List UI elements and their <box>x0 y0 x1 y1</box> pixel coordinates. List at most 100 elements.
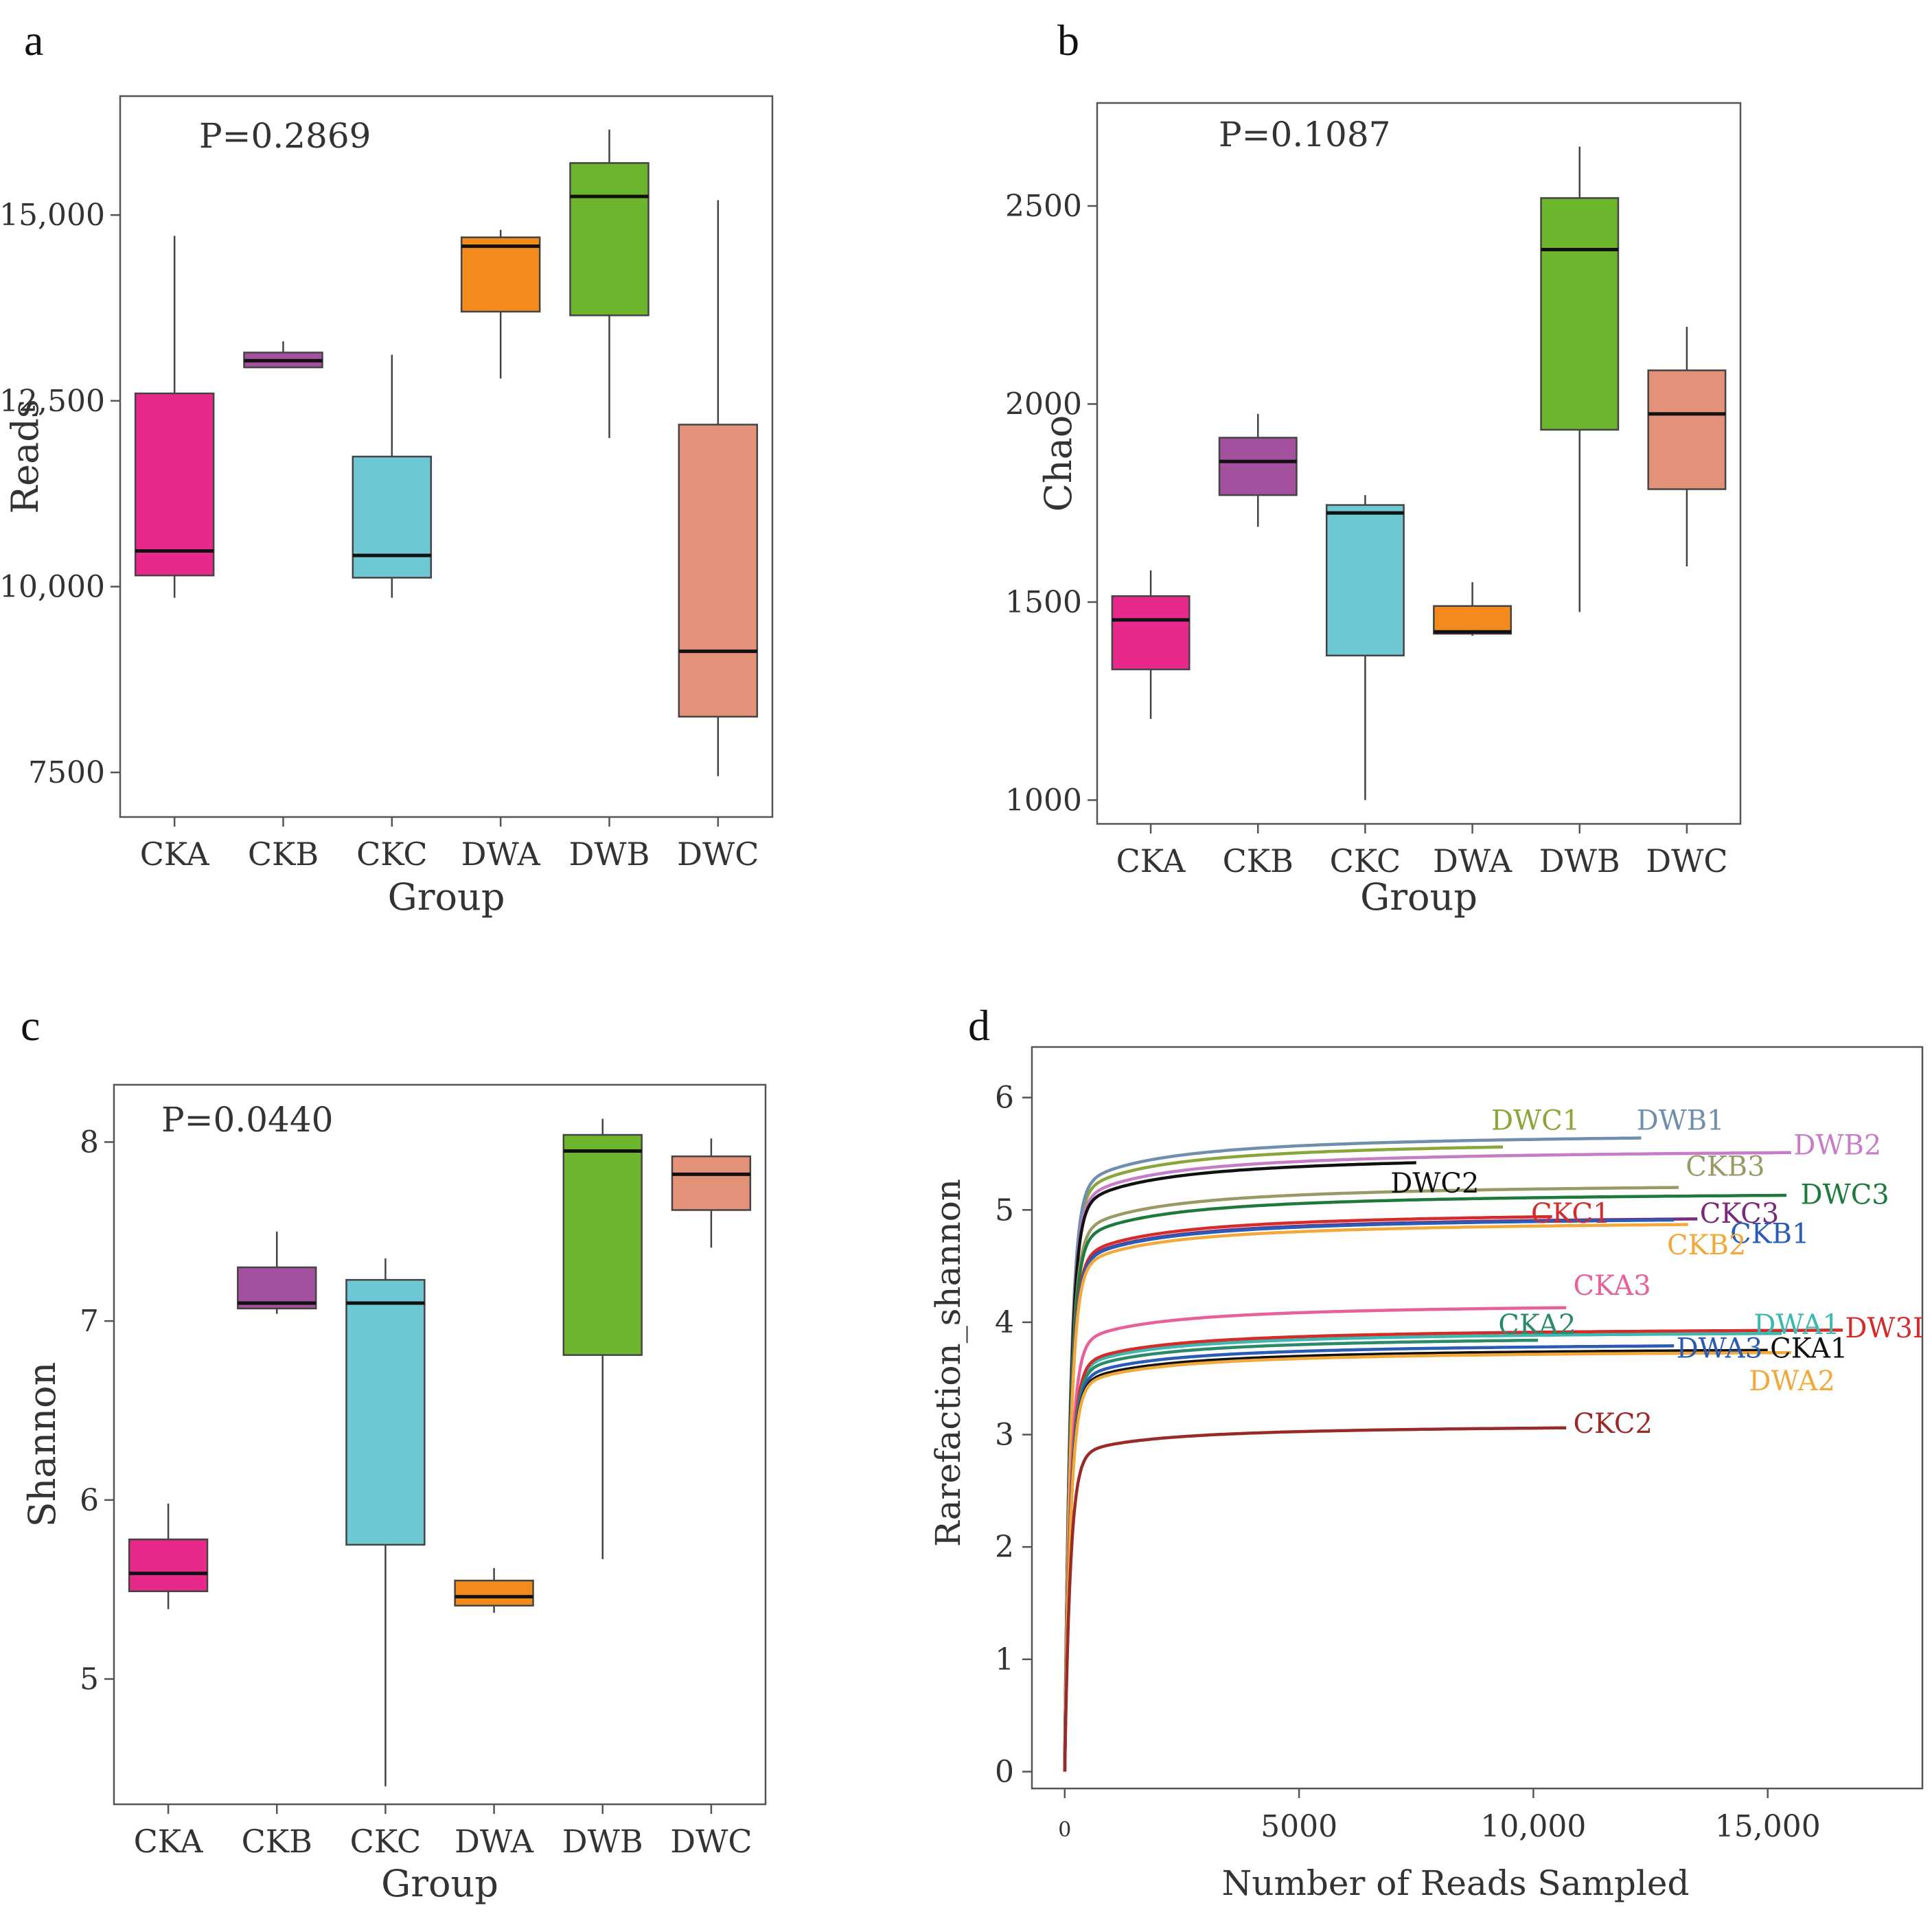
y-tick-label: 12,500 <box>0 384 105 419</box>
panel-letter-a: a <box>24 16 43 65</box>
x-tick-label: DWA <box>455 1823 534 1860</box>
curve-label-ckb1: CKB1 <box>1730 1219 1809 1250</box>
curve-cka3 <box>1063 1306 1567 1773</box>
box-body <box>352 455 433 579</box>
curve-label-dwc2: DWC2 <box>1390 1168 1479 1199</box>
curve-label-ckb2: CKB2 <box>1667 1230 1746 1261</box>
y-axis-title: Rarefaction_shannon <box>928 1179 968 1547</box>
box-body <box>128 1538 209 1593</box>
boxplot-shannon: P=0.0440 5 6 7 8 CKA CKB CKC DWA DWB DWC Group Shann… <box>21 1083 767 1905</box>
box-ckc <box>1325 495 1405 801</box>
curve-dwc3 <box>1063 1193 1787 1772</box>
y-axis-title: Chao <box>1037 415 1080 512</box>
y-tick-label: 3 <box>995 1418 1014 1453</box>
x-tick-label: CKC <box>350 1823 422 1860</box>
y-tick-label: 1 <box>995 1642 1014 1677</box>
x-axis-title: Group <box>381 1862 498 1905</box>
box-body <box>454 1579 534 1607</box>
curve-label-cka3: CKA3 <box>1573 1270 1651 1302</box>
y-tick-label: 15,000 <box>0 198 105 233</box>
box-ckb <box>237 1231 317 1314</box>
box-dwa <box>460 229 541 379</box>
box-cka <box>134 235 215 598</box>
y-tick-label: 8 <box>80 1125 99 1160</box>
y-tick-label: 0 <box>995 1754 1014 1789</box>
y-tick-label: 2 <box>995 1530 1014 1565</box>
p-value-annotation: P=0.0440 <box>161 1100 334 1140</box>
box-body <box>1433 605 1513 635</box>
curve-label-cka2: CKA2 <box>1498 1309 1576 1341</box>
box-dwa <box>454 1567 534 1613</box>
y-tick-label: 6 <box>995 1081 1014 1116</box>
box-body <box>1540 197 1620 431</box>
curve-label-dwa2: DWA2 <box>1749 1366 1835 1397</box>
y-tick-label: 2500 <box>1005 189 1082 224</box>
box-body <box>671 1155 752 1211</box>
x-tick-label: CKA <box>140 836 210 873</box>
box-body <box>345 1278 426 1546</box>
x-axis-title: Number of Reads Sampled <box>1222 1863 1690 1903</box>
y-tick-label: 7500 <box>28 755 105 790</box>
box-ckb <box>243 341 323 369</box>
p-value-annotation: P=0.2869 <box>199 116 371 156</box>
x-tick-label: CKC <box>356 836 428 873</box>
box-cka <box>1111 570 1191 720</box>
x-tick-label: DWC <box>1646 842 1727 879</box>
x-tick-label: 10,000 <box>1480 1809 1586 1844</box>
x-tick-label: DWC <box>677 836 759 873</box>
x-tick-label: DWB <box>1539 842 1620 879</box>
x-tick-label: DWB <box>562 1823 643 1860</box>
x-tick-label: 5000 <box>1261 1809 1337 1844</box>
box-dwb <box>562 1118 643 1559</box>
x-tick-label: DWA <box>461 836 541 873</box>
y-tick-label: 4 <box>995 1305 1014 1340</box>
x-tick-label: CKB <box>242 1823 312 1860</box>
curve-label-dwb2: DWB2 <box>1793 1129 1881 1161</box>
box-body <box>678 424 759 718</box>
panel-d: d 0 1 2 3 4 5 6 0 5000 10,000 15,000 DWC1 DWB1 DWB2 DW… <box>928 1001 1924 1903</box>
panel-c: c P=0.0440 5 6 7 8 CKA CKB CKC DWA DWB DWC Group Sha… <box>21 1001 767 1905</box>
box-ckc <box>352 354 433 598</box>
panel-letter-d: d <box>968 1001 990 1050</box>
panel-letter-b: b <box>1057 16 1079 65</box>
box-body <box>1647 369 1727 490</box>
x-axis-title: Group <box>388 875 505 919</box>
box-ckc <box>345 1258 426 1786</box>
panel-b: b P=0.1087 1000 1500 2000 2500 CKA CKB CKC DWA DW… <box>1005 16 1742 919</box>
curve-ckc2 <box>1063 1426 1567 1773</box>
box-dwb <box>569 129 649 438</box>
box-dwa <box>1433 582 1513 636</box>
x-tick-label: DWC <box>670 1823 752 1860</box>
x-axis-title: Group <box>1360 875 1477 919</box>
plot-frame <box>119 95 774 818</box>
curve-label-ckc2: CKC2 <box>1573 1408 1652 1440</box>
panel-a: a P=0.2869 7500 10,000 12,500 15,000 CKA CKB CK… <box>0 16 774 919</box>
box-ckb <box>1218 413 1298 527</box>
panel-letter-c: c <box>21 1001 40 1050</box>
curve-label-ckb3: CKB3 <box>1686 1151 1764 1182</box>
curve-label-dwc3: DWC3 <box>1801 1179 1889 1210</box>
boxplot-reads: P=0.2869 7500 10,000 12,500 15,000 CKA CKB CKC D… <box>0 95 774 919</box>
y-tick-label: 6 <box>80 1483 99 1518</box>
box-body <box>569 162 649 317</box>
x-tick-label: DWB <box>569 836 650 873</box>
box-dwc <box>671 1138 752 1248</box>
y-tick-label: 5 <box>80 1662 99 1697</box>
boxplot-chao: P=0.1087 1000 1500 2000 2500 CKA CKB CKC DWA DWB D… <box>1005 102 1742 919</box>
box-body <box>460 236 541 313</box>
x-tick-label: CKC <box>1330 842 1401 879</box>
plot-frame <box>1096 102 1742 825</box>
x-tick-label: CKA <box>134 1823 204 1860</box>
curve-label-cka1: CKA1 <box>1770 1333 1848 1365</box>
curve-label-dwb1: DWB1 <box>1637 1105 1725 1136</box>
y-tick-label: 1000 <box>1005 783 1082 818</box>
box-body <box>1325 504 1405 657</box>
y-axis-title: Shannon <box>21 1362 64 1528</box>
curve-label-dwc1: DWC1 <box>1491 1105 1580 1136</box>
curve-label-ckc1: CKC1 <box>1531 1198 1610 1230</box>
y-tick-label: 1500 <box>1005 585 1082 620</box>
box-cka <box>128 1504 209 1609</box>
x-tick-label: 0 <box>1058 1818 1071 1842</box>
x-tick-label: CKB <box>248 836 319 873</box>
